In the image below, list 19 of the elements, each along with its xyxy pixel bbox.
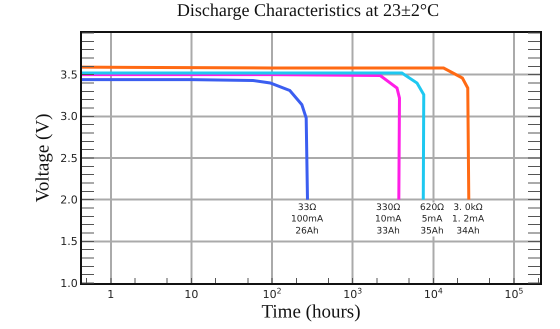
annotation: 3. 0kΩ 1. 2mA 34Ah <box>452 203 485 236</box>
y-axis-title: Voltage (V) <box>32 114 54 202</box>
x-tick-label: 10$^{2}$ <box>262 286 282 302</box>
x-tick-label: 10$^{4}$ <box>424 286 443 302</box>
x-tick-label: 10$^{5}$ <box>504 286 524 302</box>
x-axis-title: Time (hours) <box>261 302 361 322</box>
y-tick-label: 1.0 <box>60 276 78 290</box>
y-tick-label: 2.5 <box>60 152 78 165</box>
x-tick-label: 10$^{3}$ <box>343 286 362 302</box>
annotation: 330Ω 10mA 33Ah <box>375 203 402 236</box>
y-tick-label: 2.0 <box>60 194 78 207</box>
chart-title: Discharge Characteristics at 23±2°C <box>176 0 440 20</box>
y-tick-label: 3.0 <box>60 110 78 124</box>
x-tick-label: 1 <box>107 288 114 302</box>
annotation: 33Ω 100mA 26Ah <box>291 203 324 236</box>
annotation: 620Ω 5mA 35Ah <box>420 203 444 236</box>
y-tick-label: 1.5 <box>60 235 78 248</box>
x-tick-label: 10 <box>184 288 198 302</box>
y-tick-label: 3.5 <box>60 68 78 82</box>
